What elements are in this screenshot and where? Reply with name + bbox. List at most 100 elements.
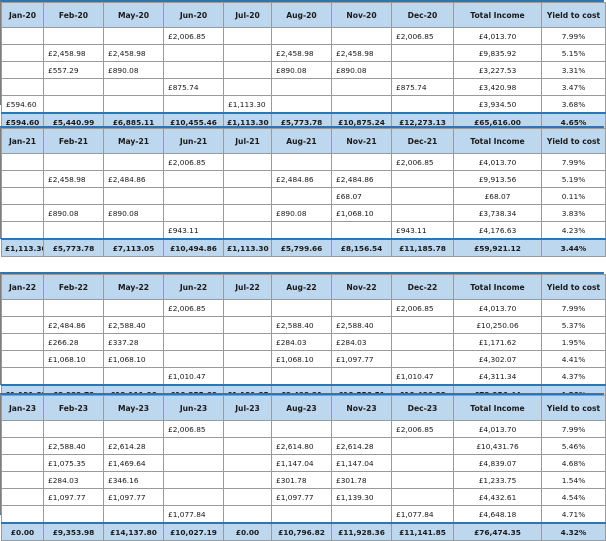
column-header[interactable]: May-23 xyxy=(103,395,164,421)
yield-cell[interactable]: 4.54% xyxy=(541,488,606,506)
income-cell[interactable] xyxy=(223,221,272,240)
column-header[interactable]: Jun-20 xyxy=(163,2,224,28)
income-cell[interactable] xyxy=(163,471,224,489)
income-cell[interactable] xyxy=(391,350,454,368)
column-header[interactable]: Nov-20 xyxy=(331,2,392,28)
yield-cell[interactable]: 3.68% xyxy=(541,95,606,114)
income-cell[interactable]: £2,458.98 xyxy=(103,44,164,62)
income-cell[interactable] xyxy=(1,170,44,188)
income-cell[interactable] xyxy=(1,27,44,45)
income-cell[interactable]: £1,469.64 xyxy=(103,454,164,472)
income-cell[interactable] xyxy=(1,153,44,171)
income-cell[interactable] xyxy=(1,350,44,368)
column-header[interactable]: Nov-23 xyxy=(331,395,392,421)
income-cell[interactable] xyxy=(223,44,272,62)
income-cell[interactable] xyxy=(163,170,224,188)
income-cell[interactable] xyxy=(271,95,332,114)
total-income-cell[interactable]: £4,839.07 xyxy=(453,454,542,472)
yield-cell[interactable]: 7.99% xyxy=(541,420,606,438)
month-total-cell[interactable]: £8,156.54 xyxy=(331,238,392,257)
income-cell[interactable] xyxy=(223,299,272,317)
income-cell[interactable]: £2,006.85 xyxy=(391,420,454,438)
yield-cell[interactable]: 0.11% xyxy=(541,187,606,205)
column-header[interactable]: Jul-23 xyxy=(223,395,272,421)
column-header[interactable]: Yield to cost xyxy=(541,128,606,154)
income-cell[interactable]: £2,588.40 xyxy=(103,316,164,334)
average-yield-cell[interactable]: 4.32% xyxy=(541,522,606,541)
income-cell[interactable] xyxy=(103,420,164,438)
income-cell[interactable]: £2,588.40 xyxy=(271,316,332,334)
income-cell[interactable] xyxy=(391,437,454,455)
yield-cell[interactable]: 4.37% xyxy=(541,367,606,386)
income-cell[interactable] xyxy=(271,367,332,386)
month-total-cell[interactable]: £0.00 xyxy=(223,522,272,541)
income-cell[interactable]: £1,147.04 xyxy=(271,454,332,472)
income-cell[interactable]: £943.11 xyxy=(391,221,454,240)
column-header[interactable]: Nov-21 xyxy=(331,128,392,154)
income-cell[interactable] xyxy=(223,505,272,524)
column-header[interactable]: Jan-20 xyxy=(1,2,44,28)
income-cell[interactable] xyxy=(43,367,104,386)
income-cell[interactable] xyxy=(1,61,44,79)
month-total-cell[interactable]: £5,799.66 xyxy=(271,238,332,257)
total-income-cell[interactable]: £9,913.56 xyxy=(453,170,542,188)
total-income-cell[interactable]: £4,648.18 xyxy=(453,505,542,524)
total-income-cell[interactable]: £3,420.98 xyxy=(453,78,542,96)
income-cell[interactable]: £890.08 xyxy=(103,204,164,222)
income-cell[interactable]: £2,484.86 xyxy=(43,316,104,334)
income-cell[interactable] xyxy=(163,44,224,62)
income-cell[interactable] xyxy=(163,350,224,368)
column-header[interactable]: Dec-22 xyxy=(391,274,454,300)
income-cell[interactable] xyxy=(163,204,224,222)
income-cell[interactable]: £346.16 xyxy=(103,471,164,489)
income-cell[interactable]: £875.74 xyxy=(391,78,454,96)
grand-total-cell[interactable]: £76,474.35 xyxy=(453,522,542,541)
column-header[interactable]: Feb-23 xyxy=(43,395,104,421)
income-cell[interactable] xyxy=(271,187,332,205)
month-total-cell[interactable]: £14,137.80 xyxy=(103,522,164,541)
month-total-cell[interactable]: £11,928.36 xyxy=(331,522,392,541)
income-cell[interactable]: £2,458.98 xyxy=(271,44,332,62)
income-cell[interactable] xyxy=(391,333,454,351)
income-cell[interactable] xyxy=(103,367,164,386)
yield-cell[interactable]: 3.31% xyxy=(541,61,606,79)
income-cell[interactable]: £594.60 xyxy=(1,95,44,114)
column-header[interactable]: Dec-23 xyxy=(391,395,454,421)
income-cell[interactable] xyxy=(103,299,164,317)
column-header[interactable]: Yield to cost xyxy=(541,274,606,300)
income-cell[interactable]: £2,458.98 xyxy=(43,44,104,62)
month-total-cell[interactable]: £1,113.30 xyxy=(223,238,272,257)
yield-cell[interactable]: 1.95% xyxy=(541,333,606,351)
income-cell[interactable] xyxy=(103,221,164,240)
income-cell[interactable] xyxy=(331,221,392,240)
income-cell[interactable] xyxy=(271,221,332,240)
income-cell[interactable] xyxy=(103,505,164,524)
income-cell[interactable] xyxy=(331,299,392,317)
income-cell[interactable] xyxy=(163,61,224,79)
column-header[interactable]: May-20 xyxy=(103,2,164,28)
income-cell[interactable]: £1,097.77 xyxy=(271,488,332,506)
income-cell[interactable]: £1,139.30 xyxy=(331,488,392,506)
income-cell[interactable] xyxy=(223,204,272,222)
column-header[interactable]: Aug-20 xyxy=(271,2,332,28)
column-header[interactable]: Dec-21 xyxy=(391,128,454,154)
income-cell[interactable] xyxy=(223,170,272,188)
income-cell[interactable] xyxy=(223,420,272,438)
income-cell[interactable]: £2,006.85 xyxy=(163,27,224,45)
column-header[interactable]: Jul-21 xyxy=(223,128,272,154)
income-cell[interactable] xyxy=(1,187,44,205)
income-cell[interactable]: £943.11 xyxy=(163,221,224,240)
income-cell[interactable]: £557.29 xyxy=(43,61,104,79)
income-cell[interactable] xyxy=(331,78,392,96)
income-cell[interactable]: £2,588.40 xyxy=(331,316,392,334)
income-cell[interactable]: £1,068.10 xyxy=(43,350,104,368)
income-cell[interactable] xyxy=(391,170,454,188)
income-cell[interactable]: £2,006.85 xyxy=(163,420,224,438)
income-cell[interactable]: £2,484.86 xyxy=(331,170,392,188)
income-cell[interactable] xyxy=(103,95,164,114)
income-cell[interactable] xyxy=(1,454,44,472)
yield-cell[interactable]: 5.37% xyxy=(541,316,606,334)
income-cell[interactable]: £266.28 xyxy=(43,333,104,351)
income-cell[interactable]: £2,614.80 xyxy=(271,437,332,455)
column-header[interactable]: Nov-22 xyxy=(331,274,392,300)
